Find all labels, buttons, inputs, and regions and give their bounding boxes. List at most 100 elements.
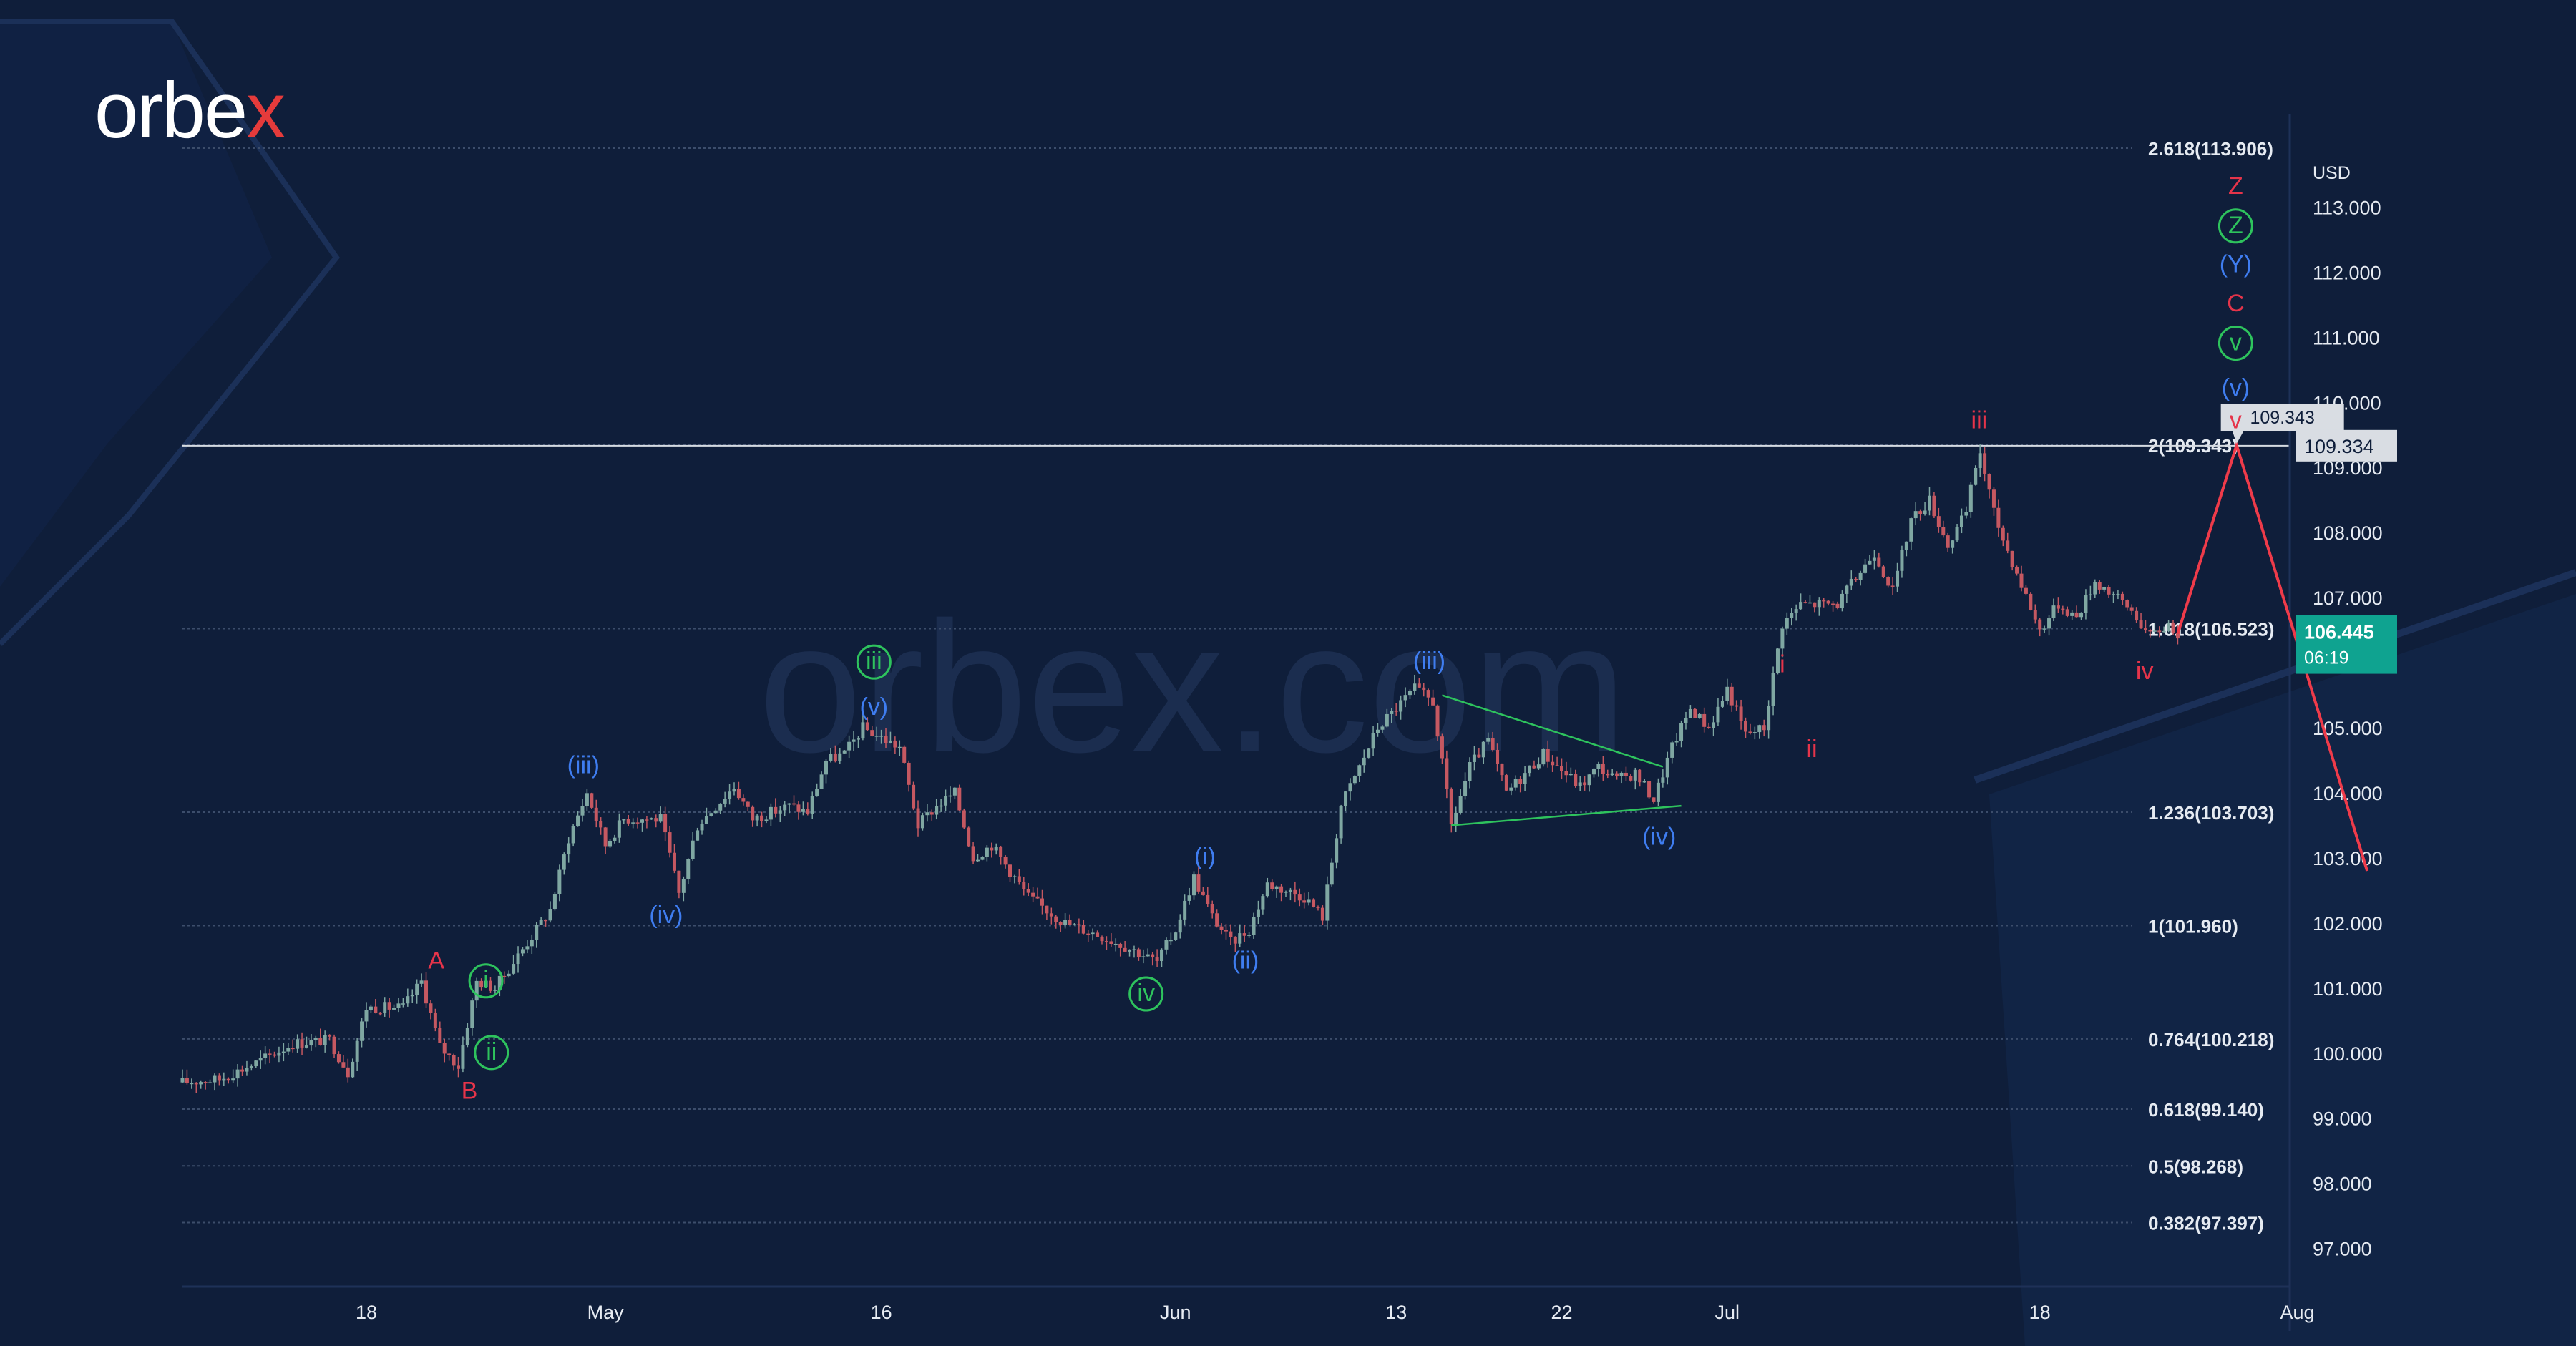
candle-body — [1183, 900, 1187, 920]
candle-body — [415, 983, 419, 995]
wave-label: i — [483, 967, 489, 994]
candle-body — [1196, 874, 1201, 892]
candle-body — [1615, 773, 1619, 776]
candle-body — [1284, 892, 1288, 893]
candle-body — [387, 1002, 391, 1010]
logo-accent: x — [246, 67, 286, 155]
candle-body — [1261, 896, 1265, 910]
candle-body — [383, 1002, 387, 1013]
candle-body — [1192, 874, 1196, 896]
candle-body — [346, 1067, 350, 1078]
triangle-upper-line — [1442, 694, 1664, 768]
candle-body — [1160, 949, 1164, 961]
candle-body — [916, 808, 920, 829]
wave-label: iii — [866, 648, 882, 675]
candle-body — [548, 909, 552, 921]
candle-body — [1123, 947, 1127, 952]
candle-body — [681, 878, 686, 893]
y-tick-label: 112.000 — [2313, 262, 2381, 283]
candle-body — [1348, 783, 1352, 792]
candle-body — [1845, 585, 1849, 594]
candle-body — [2006, 540, 2010, 551]
candle-body — [1054, 916, 1058, 922]
candle-body — [2148, 630, 2152, 632]
candle-body — [1813, 602, 1817, 608]
candle-body — [2029, 593, 2033, 610]
candle-body — [226, 1078, 230, 1081]
candle-body — [1100, 937, 1104, 942]
candle-body — [1472, 754, 1476, 762]
candle-body — [2019, 573, 2024, 588]
candle-body — [1900, 550, 1904, 571]
candle-body — [774, 806, 778, 814]
wave-label: (iv) — [649, 902, 683, 929]
candle-body — [1376, 729, 1380, 733]
candle-body — [1509, 787, 1513, 791]
candle-body — [1735, 705, 1739, 707]
candle-body — [240, 1069, 245, 1072]
candle-body — [1026, 889, 1030, 893]
candle-body — [470, 1000, 474, 1028]
candle-body — [1357, 765, 1362, 776]
candle-body — [1652, 797, 1656, 802]
candle-body — [952, 787, 957, 796]
candle-body — [1619, 772, 1624, 776]
candle-body — [2175, 633, 2180, 639]
candle-body — [1233, 937, 1237, 944]
candle-body — [520, 949, 525, 954]
candle-body — [1500, 764, 1504, 776]
candle-body — [1399, 700, 1403, 712]
candle-body — [1362, 757, 1366, 766]
candle-body — [2157, 630, 2162, 633]
candle-body — [1413, 683, 1417, 691]
wave-label: iv — [1137, 980, 1155, 1007]
candle-body — [360, 1021, 364, 1041]
candle-body — [1629, 776, 1633, 781]
candle-body — [971, 846, 975, 862]
candle-body — [1656, 782, 1660, 802]
candle-body — [429, 1003, 433, 1013]
candle-body — [313, 1038, 318, 1040]
candle-body — [1591, 769, 1596, 775]
level-badge-label: 109.334 — [2304, 436, 2374, 457]
candle-body — [1169, 940, 1173, 942]
candle-body — [1528, 765, 1532, 774]
candle-body — [1454, 812, 1458, 824]
candle-body — [1688, 708, 1692, 718]
candle-body — [457, 1065, 460, 1069]
candle-body — [2143, 628, 2147, 630]
candle-body — [1352, 776, 1357, 784]
candle-body — [700, 824, 704, 831]
candle-body — [351, 1061, 355, 1078]
wave-label: ii — [486, 1038, 497, 1065]
candle-body — [1081, 925, 1085, 934]
candle-body — [1739, 706, 1743, 721]
candle-body — [1568, 774, 1573, 776]
x-tick-label: Aug — [2280, 1302, 2314, 1323]
candle-body — [1136, 949, 1141, 957]
candle-body — [2015, 567, 2019, 574]
candle-body — [1679, 723, 1684, 741]
candle-body — [1187, 895, 1191, 901]
candle-body — [1638, 769, 1642, 783]
wave-label: ii — [1806, 736, 1817, 763]
candle-body — [1601, 764, 1605, 774]
candle-body — [897, 746, 902, 748]
candle-body — [1422, 687, 1426, 691]
candle-body — [1959, 515, 1963, 527]
candle-body — [273, 1054, 276, 1056]
candle-body — [369, 1006, 373, 1010]
candle-body — [2120, 593, 2124, 600]
orbex-logo: orbex — [94, 72, 286, 150]
candle-body — [787, 803, 791, 805]
candle-body — [1633, 769, 1637, 781]
wave-label: Z — [2228, 212, 2243, 239]
y-tick-label: 104.000 — [2313, 783, 2383, 804]
candle-body — [567, 843, 571, 855]
candle-body — [281, 1051, 286, 1053]
candle-body — [810, 796, 814, 814]
candle-body — [2129, 607, 2134, 611]
candle-body — [1748, 731, 1752, 733]
candle-body — [516, 953, 520, 965]
